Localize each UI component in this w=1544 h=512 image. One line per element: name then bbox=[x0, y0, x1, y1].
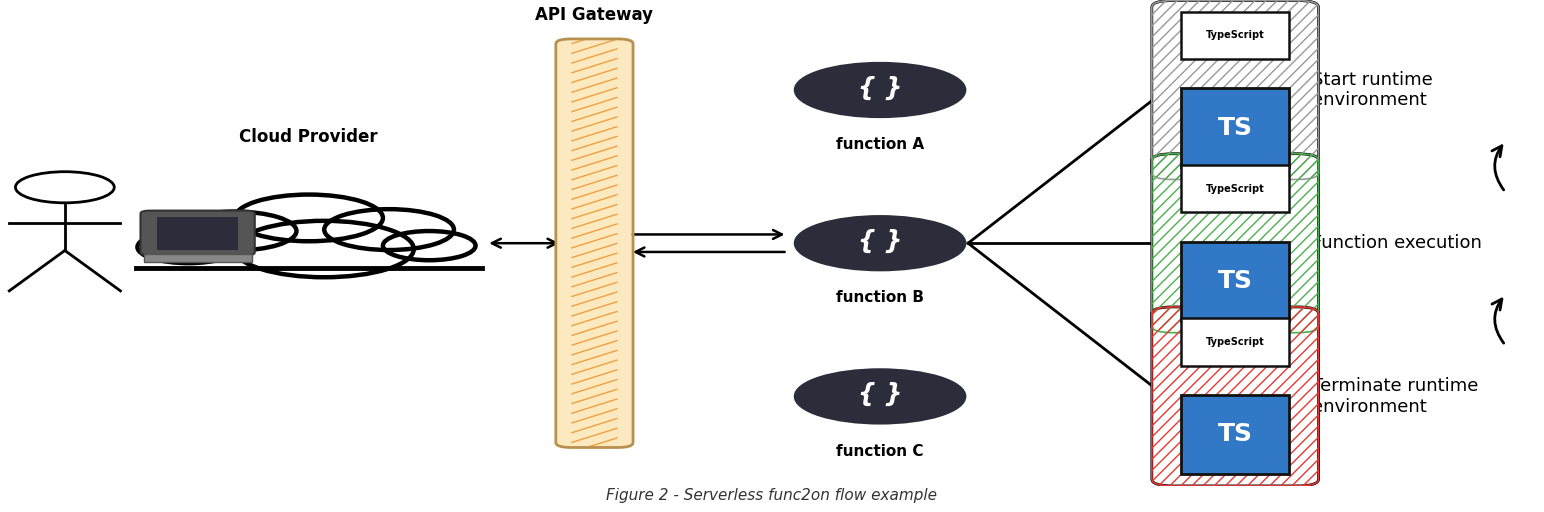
Text: function A: function A bbox=[835, 137, 925, 152]
Text: TypeScript: TypeScript bbox=[1206, 30, 1265, 40]
Circle shape bbox=[173, 211, 296, 250]
Text: TS: TS bbox=[1218, 116, 1252, 140]
FancyBboxPatch shape bbox=[157, 218, 238, 249]
Text: TypeScript: TypeScript bbox=[1206, 337, 1265, 347]
Text: Function execution: Function execution bbox=[1312, 234, 1482, 252]
Circle shape bbox=[795, 370, 965, 423]
Text: Cloud Provider: Cloud Provider bbox=[239, 128, 378, 146]
FancyBboxPatch shape bbox=[1181, 395, 1289, 474]
Text: { }: { } bbox=[858, 229, 902, 253]
FancyBboxPatch shape bbox=[1181, 12, 1289, 59]
Circle shape bbox=[235, 221, 414, 277]
FancyBboxPatch shape bbox=[1181, 165, 1289, 212]
Text: TypeScript: TypeScript bbox=[1206, 184, 1265, 194]
Circle shape bbox=[235, 195, 383, 241]
Circle shape bbox=[324, 209, 454, 250]
FancyBboxPatch shape bbox=[144, 254, 252, 262]
Text: Start runtime
environment: Start runtime environment bbox=[1312, 71, 1433, 110]
Circle shape bbox=[383, 231, 476, 260]
Text: Figure 2 - Serverless func2on flow example: Figure 2 - Serverless func2on flow examp… bbox=[607, 488, 937, 503]
Circle shape bbox=[795, 217, 965, 270]
Text: function C: function C bbox=[837, 443, 923, 459]
Text: { }: { } bbox=[858, 75, 902, 100]
FancyBboxPatch shape bbox=[1181, 242, 1289, 321]
FancyBboxPatch shape bbox=[1181, 89, 1289, 167]
Circle shape bbox=[137, 231, 239, 263]
Text: TS: TS bbox=[1218, 269, 1252, 293]
FancyBboxPatch shape bbox=[1152, 154, 1319, 333]
FancyBboxPatch shape bbox=[1152, 307, 1319, 486]
Text: { }: { } bbox=[858, 382, 902, 406]
Text: TS: TS bbox=[1218, 422, 1252, 446]
FancyBboxPatch shape bbox=[141, 210, 255, 255]
FancyBboxPatch shape bbox=[556, 39, 633, 447]
Text: API Gateway: API Gateway bbox=[536, 6, 653, 24]
FancyBboxPatch shape bbox=[131, 241, 486, 270]
Text: Terminate runtime
environment: Terminate runtime environment bbox=[1312, 377, 1479, 416]
Circle shape bbox=[795, 63, 965, 117]
Text: function B: function B bbox=[837, 290, 923, 305]
FancyBboxPatch shape bbox=[1152, 1, 1319, 180]
FancyBboxPatch shape bbox=[1181, 318, 1289, 366]
